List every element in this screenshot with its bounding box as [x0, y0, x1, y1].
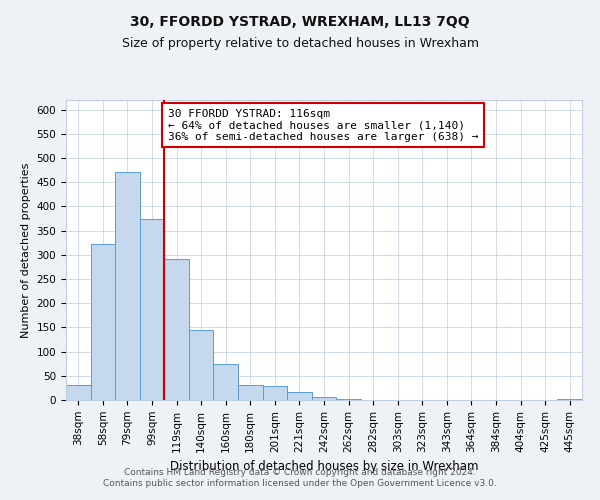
Text: Contains HM Land Registry data © Crown copyright and database right 2024.
Contai: Contains HM Land Registry data © Crown c… — [103, 468, 497, 487]
Bar — [287, 392, 312, 400]
Bar — [238, 385, 263, 400]
Bar — [140, 219, 164, 400]
Y-axis label: Number of detached properties: Number of detached properties — [21, 162, 31, 338]
Bar — [66, 384, 91, 400]
Bar — [557, 399, 582, 400]
Bar — [263, 386, 287, 400]
Bar — [91, 244, 115, 400]
Text: 30 FFORDD YSTRAD: 116sqm
← 64% of detached houses are smaller (1,140)
36% of sem: 30 FFORDD YSTRAD: 116sqm ← 64% of detach… — [168, 108, 478, 142]
Bar — [214, 364, 238, 400]
Bar — [336, 399, 361, 400]
Text: Size of property relative to detached houses in Wrexham: Size of property relative to detached ho… — [121, 38, 479, 51]
X-axis label: Distribution of detached houses by size in Wrexham: Distribution of detached houses by size … — [170, 460, 478, 473]
Text: 30, FFORDD YSTRAD, WREXHAM, LL13 7QQ: 30, FFORDD YSTRAD, WREXHAM, LL13 7QQ — [130, 15, 470, 29]
Bar — [312, 396, 336, 400]
Bar — [164, 258, 189, 400]
Bar — [189, 330, 214, 400]
Bar — [115, 172, 140, 400]
